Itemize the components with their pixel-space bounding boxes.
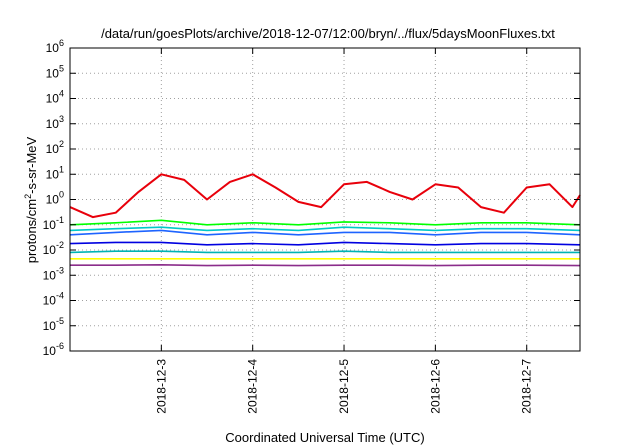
y-tick-label: 10-5 [43, 316, 64, 333]
x-tick-label: 2018-12-4 [246, 359, 260, 414]
series-line-2 [69, 219, 581, 226]
y-tick-label: 10-4 [43, 291, 64, 308]
series-line-1 [69, 173, 581, 219]
grid [70, 48, 580, 351]
series-line-3 [69, 226, 581, 232]
y-tick-label: 101 [46, 164, 64, 181]
x-axis: 2018-12-3 2018-12-4 2018-12-5 2018-12-6 2018… [154, 48, 534, 414]
y-tick-label: 106 [46, 38, 64, 55]
y-tick-label: 10-3 [43, 265, 64, 282]
series-line-8 [70, 263, 581, 267]
series-line-5 [69, 241, 581, 246]
y-tick-label: 10-1 [43, 215, 64, 232]
y-axis-label: protons/cm2-s-sr-MeV [23, 136, 39, 263]
x-tick-label: 2018-12-6 [428, 359, 442, 414]
y-tick-label: 100 [46, 190, 64, 207]
x-tick-label: 2018-12-7 [520, 359, 534, 414]
y-axis-label-sup: 2 [23, 194, 33, 199]
y-tick-label: 105 [46, 63, 64, 80]
series-line-6 [69, 250, 580, 254]
y-axis-label-post: -s-sr-MeV [24, 136, 39, 193]
x-tick-label: 2018-12-5 [337, 359, 351, 414]
y-tick-label: 10-6 [43, 341, 64, 358]
y-tick-label: 10-2 [43, 240, 64, 257]
y-axis-label-pre: protons/cm [24, 199, 39, 263]
chart-title: /data/run/goesPlots/archive/2018-12-07/1… [101, 26, 555, 41]
y-tick-label: 103 [46, 114, 64, 131]
series-layer [69, 173, 581, 267]
x-axis-label: Coordinated Universal Time (UTC) [225, 430, 424, 445]
y-tick-label: 102 [46, 139, 64, 156]
series-line-4 [69, 229, 581, 236]
x-tick-label: 2018-12-3 [154, 359, 168, 414]
y-tick-label: 104 [46, 89, 64, 106]
y-axis: 10-6 10-5 10-4 10-3 10-2 10-1 100 101 102 103 104 1… [43, 38, 580, 358]
